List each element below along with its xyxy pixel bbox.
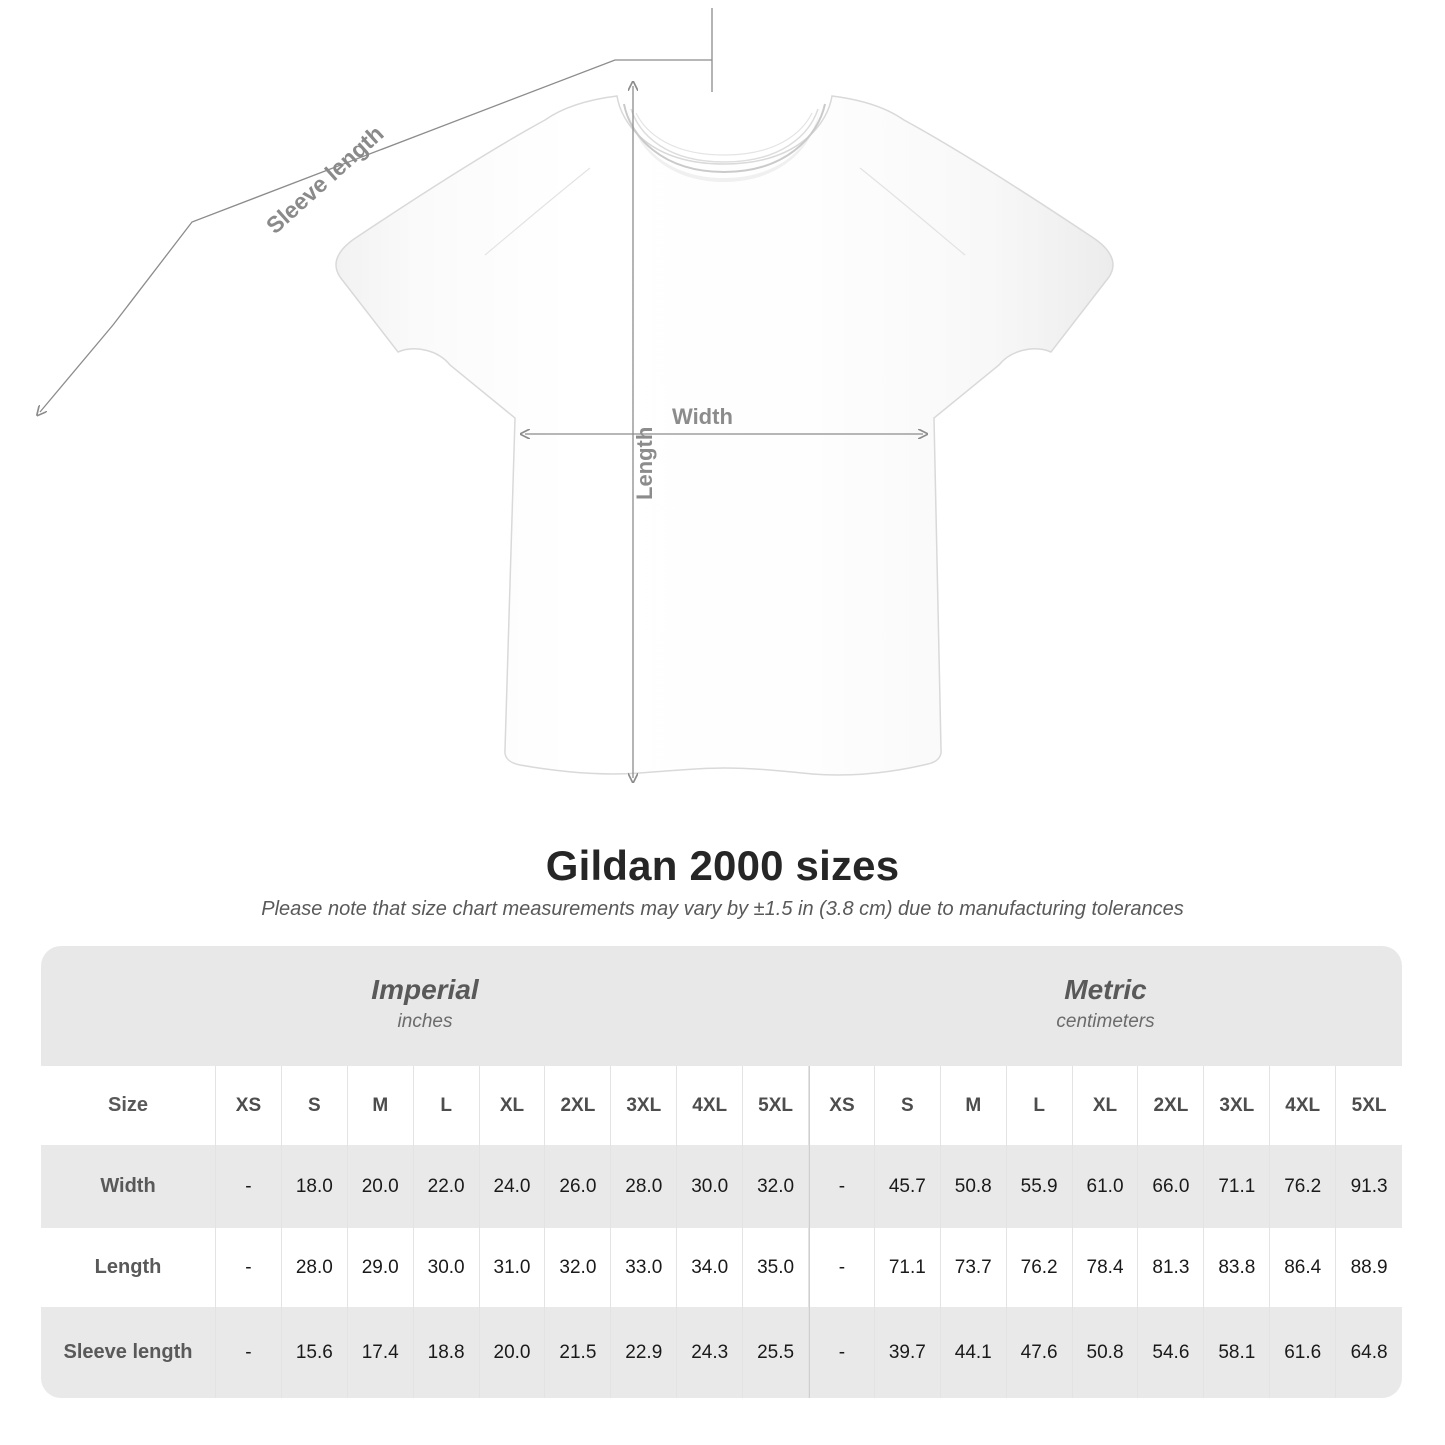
svg-text:Length: Length	[632, 427, 657, 500]
svg-text:Width: Width	[672, 404, 733, 429]
svg-text:Sleeve length: Sleeve length	[261, 120, 389, 239]
